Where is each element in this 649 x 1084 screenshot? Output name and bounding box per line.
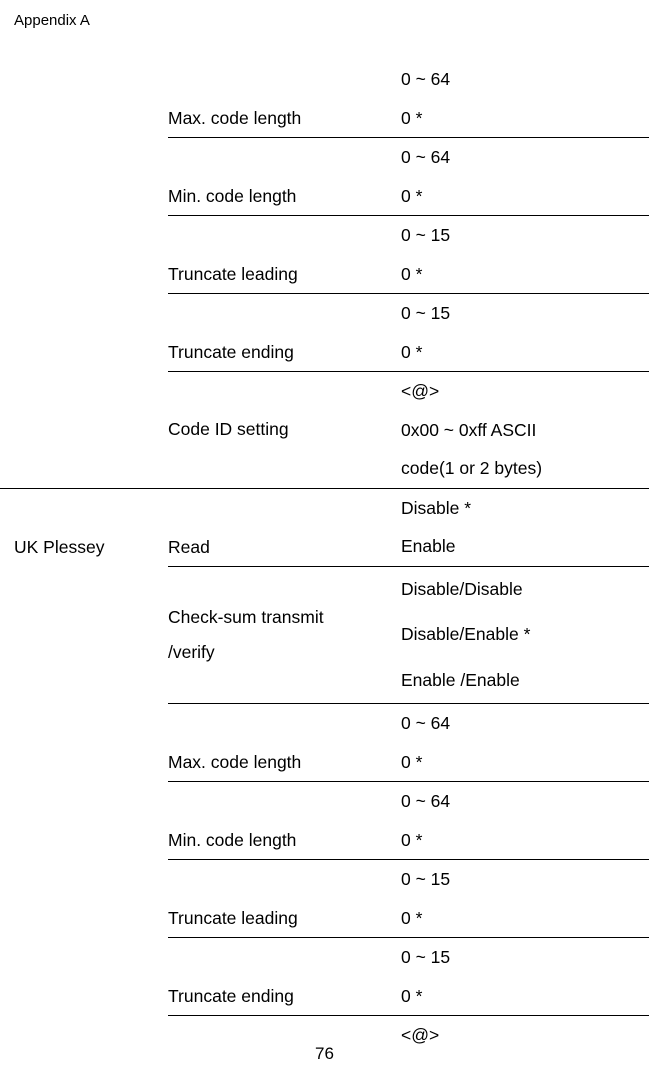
table-row: Max. code length 0 ~ 64 0 * bbox=[0, 60, 649, 138]
param-label: /verify bbox=[168, 635, 401, 670]
table-row: Max. code length 0 ~ 64 0 * bbox=[0, 704, 649, 782]
param-label: Read bbox=[168, 488, 401, 566]
param-default: 0 * bbox=[401, 743, 637, 782]
checksum-option: Disable/Disable bbox=[401, 567, 637, 613]
param-label: Truncate leading bbox=[168, 860, 401, 938]
table-row: Min. code length 0 ~ 64 0 * bbox=[0, 782, 649, 860]
param-range: 0 ~ 15 bbox=[401, 216, 637, 255]
table-row: Code ID setting <@> 0x00 ~ 0xff ASCII co… bbox=[0, 372, 649, 489]
read-option: Enable bbox=[401, 527, 637, 566]
table-row: Truncate leading 0 ~ 15 0 * bbox=[0, 216, 649, 294]
param-range: 0 ~ 64 bbox=[401, 782, 637, 821]
table-row: Check-sum transmit /verify Disable/Disab… bbox=[0, 566, 649, 704]
param-label: Check-sum transmit bbox=[168, 600, 401, 635]
table-row: Truncate ending 0 ~ 15 0 * bbox=[0, 938, 649, 1016]
param-label: Truncate leading bbox=[168, 216, 401, 294]
param-range: 0 ~ 64 bbox=[401, 60, 637, 99]
settings-table-container: Max. code length 0 ~ 64 0 * Min. code le… bbox=[0, 60, 649, 1055]
param-label: Min. code length bbox=[168, 782, 401, 860]
header-appendix: Appendix A bbox=[14, 12, 90, 29]
code-id-line: <@> bbox=[401, 372, 637, 411]
param-default: 0 * bbox=[401, 333, 637, 372]
table-row: Truncate leading 0 ~ 15 0 * bbox=[0, 860, 649, 938]
checksum-option: Enable /Enable bbox=[401, 658, 637, 704]
code-id-line: code(1 or 2 bytes) bbox=[401, 449, 637, 488]
param-label: Max. code length bbox=[168, 704, 401, 782]
read-option: Disable * bbox=[401, 489, 637, 528]
param-default: 0 * bbox=[401, 821, 637, 860]
table-row: UK Plessey Read Disable * Enable bbox=[0, 488, 649, 566]
param-default: 0 * bbox=[401, 977, 637, 1016]
table-row: Truncate ending 0 ~ 15 0 * bbox=[0, 294, 649, 372]
param-label: Code ID setting bbox=[168, 372, 401, 489]
param-label: Truncate ending bbox=[168, 938, 401, 1016]
param-range: 0 ~ 15 bbox=[401, 860, 637, 899]
checksum-option: Disable/Enable * bbox=[401, 612, 637, 658]
code-id-line: 0x00 ~ 0xff ASCII bbox=[401, 411, 637, 450]
page-number: 76 bbox=[0, 1044, 649, 1064]
table-row: Min. code length 0 ~ 64 0 * bbox=[0, 138, 649, 216]
symbology-label: UK Plessey bbox=[0, 488, 168, 566]
param-label: Max. code length bbox=[168, 60, 401, 138]
param-range: 0 ~ 64 bbox=[401, 704, 637, 743]
param-default: 0 * bbox=[401, 899, 637, 938]
param-range: 0 ~ 15 bbox=[401, 938, 637, 977]
param-default: 0 * bbox=[401, 177, 637, 216]
param-range: 0 ~ 64 bbox=[401, 138, 637, 177]
param-default: 0 * bbox=[401, 255, 637, 294]
param-label: Truncate ending bbox=[168, 294, 401, 372]
param-range: 0 ~ 15 bbox=[401, 294, 637, 333]
param-label: Min. code length bbox=[168, 138, 401, 216]
param-default: 0 * bbox=[401, 99, 637, 138]
settings-table: Max. code length 0 ~ 64 0 * Min. code le… bbox=[0, 60, 649, 1055]
